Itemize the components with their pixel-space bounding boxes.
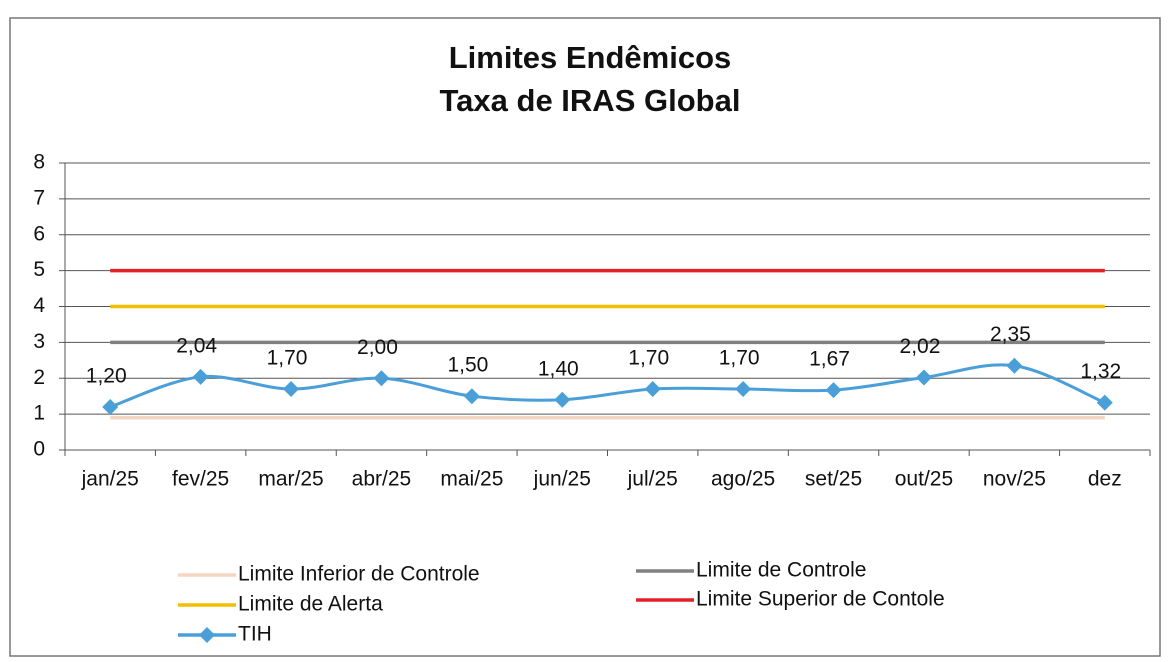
y-tick-label: 0 — [33, 438, 45, 461]
marker — [1096, 394, 1113, 411]
y-tick-label: 5 — [33, 258, 45, 281]
marker — [735, 381, 752, 398]
marker — [102, 398, 119, 415]
marker — [825, 382, 842, 399]
x-tick-label: set/25 — [805, 468, 862, 491]
marker — [554, 391, 571, 408]
data-label: 2,04 — [176, 334, 217, 357]
data-label: 1,50 — [447, 354, 488, 377]
marker — [283, 381, 300, 398]
x-tick-label: mai/25 — [440, 468, 503, 491]
legend-label: Limite de Alerta — [238, 593, 383, 616]
series-line — [109, 363, 1106, 409]
marker — [1006, 357, 1023, 374]
x-tick-label: jan/25 — [81, 468, 139, 491]
marker — [644, 381, 661, 398]
chart-title: Limites Endêmicos — [449, 40, 732, 75]
data-label: 1,20 — [86, 364, 127, 387]
data-label: 1,40 — [538, 357, 579, 380]
marker — [463, 388, 480, 405]
y-tick-label: 3 — [33, 330, 45, 353]
legend-label: Limite Superior de Contole — [696, 588, 945, 611]
x-tick-label: jul/25 — [627, 468, 678, 491]
data-label: 1,70 — [267, 347, 308, 370]
marker — [373, 370, 390, 387]
y-tick-label: 8 — [33, 151, 45, 174]
chart-subtitle: Taxa de IRAS Global — [440, 83, 741, 118]
x-tick-label: jun/25 — [533, 468, 591, 491]
data-label: 2,02 — [900, 335, 941, 358]
legend-label: Limite de Controle — [696, 559, 866, 582]
x-tick-label: nov/25 — [983, 468, 1046, 491]
x-tick-label: mar/25 — [258, 468, 323, 491]
marker — [192, 368, 209, 385]
x-tick-label: out/25 — [895, 468, 953, 491]
x-tick-label: fev/25 — [172, 468, 229, 491]
legend-label: Limite Inferior de Controle — [238, 563, 480, 586]
legend-marker — [199, 627, 215, 643]
y-tick-label: 1 — [33, 402, 45, 425]
data-label: 2,00 — [357, 336, 398, 359]
data-label: 2,35 — [990, 323, 1031, 346]
data-label: 1,67 — [809, 348, 850, 371]
y-tick-label: 4 — [33, 294, 45, 317]
x-tick-label: abr/25 — [352, 468, 412, 491]
data-label: 1,32 — [1080, 360, 1121, 383]
y-tick-label: 2 — [33, 366, 45, 389]
marker — [915, 369, 932, 386]
y-tick-label: 6 — [33, 222, 45, 245]
x-tick-label: ago/25 — [711, 468, 775, 491]
x-tick-label: dez — [1088, 468, 1122, 491]
y-tick-label: 7 — [33, 186, 45, 209]
legend-label: TIH — [238, 623, 272, 646]
data-label: 1,70 — [719, 347, 760, 370]
chart-frame — [9, 17, 1161, 657]
data-label: 1,70 — [628, 347, 669, 370]
